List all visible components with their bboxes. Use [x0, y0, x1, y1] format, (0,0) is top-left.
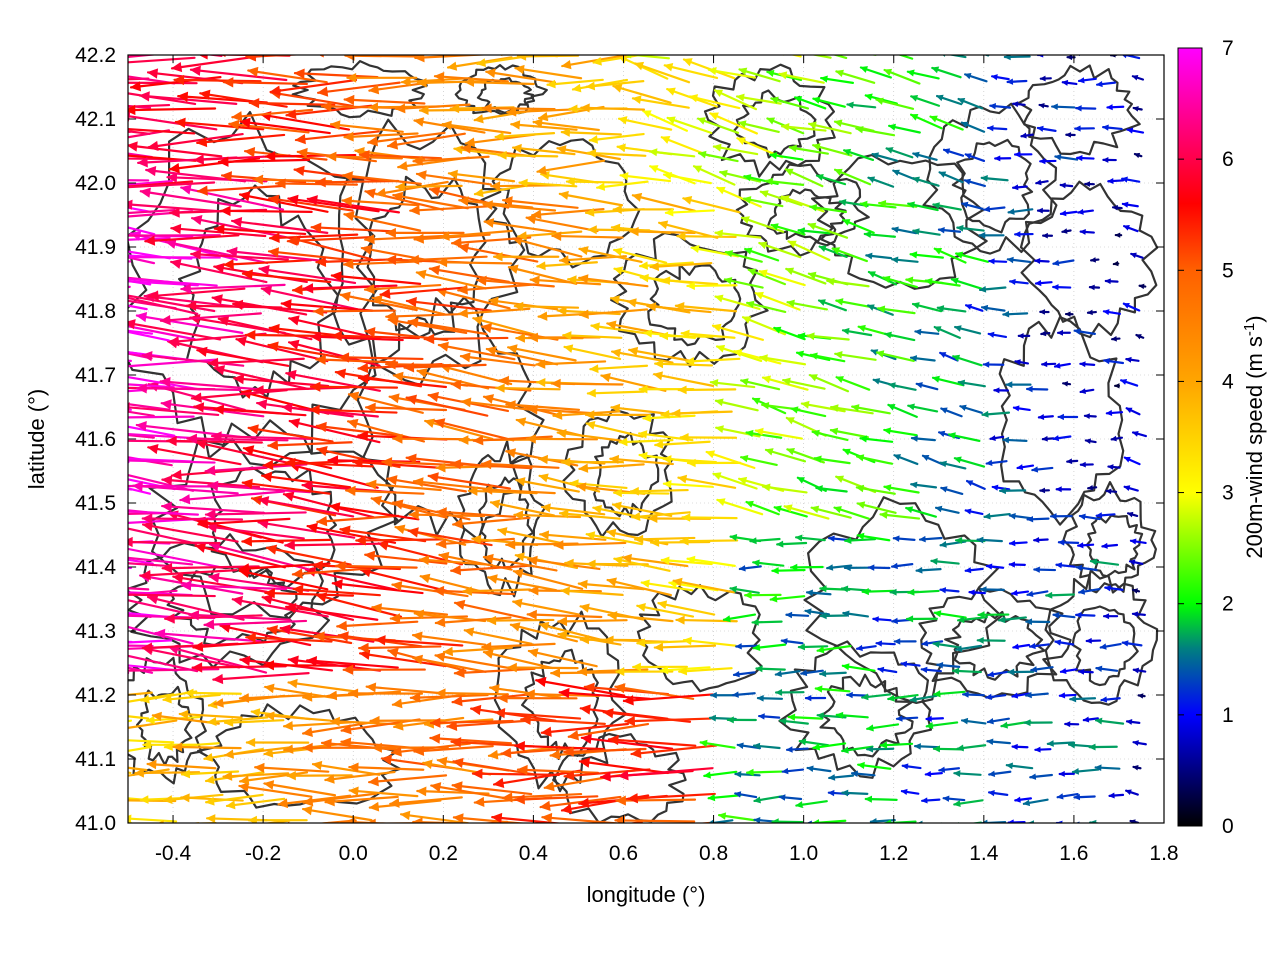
wind-vector — [289, 41, 374, 53]
wind-vector — [836, 826, 866, 833]
wind-vector — [914, 50, 935, 55]
wind-vector — [125, 41, 221, 56]
wind-vector — [83, 721, 131, 730]
x-tick-label: 1.2 — [879, 842, 908, 865]
wind-vector — [558, 822, 641, 838]
wind-vector — [25, 141, 127, 159]
y-axis-title: latitude (°) — [24, 389, 49, 490]
y-tick-label: 42.1 — [75, 108, 116, 131]
y-tick-label: 41.4 — [75, 556, 116, 579]
x-tick-label: 0.2 — [429, 842, 458, 865]
wind-vector — [632, 823, 713, 834]
colorbar-tick-label: 6 — [1222, 148, 1234, 171]
colorbar-tick-label: 0 — [1222, 815, 1234, 838]
wind-vector — [63, 797, 124, 804]
wind-vector — [738, 42, 784, 54]
colorbar-tick-label: 5 — [1222, 259, 1234, 282]
colorbar: 0 1 2 3 4 5 6 7 200m-wind speed (m s-1) — [1178, 37, 1267, 838]
colorbar-tick-label: 3 — [1222, 482, 1234, 505]
colorbar-title: 200m-wind speed (m s-1) — [1241, 315, 1267, 558]
x-tick-label: -0.4 — [155, 842, 192, 865]
x-tick-label: 0.6 — [609, 842, 638, 865]
wind-vector — [22, 668, 129, 677]
wind-vector — [488, 825, 561, 836]
x-tick-label: 0.8 — [699, 842, 728, 865]
wind-vector — [21, 519, 126, 541]
wind-vector — [154, 45, 241, 54]
wind-vector — [12, 209, 125, 236]
y-tick-label: 41.7 — [75, 364, 116, 387]
y-tick-label: 41.5 — [75, 492, 116, 515]
wind-vector — [172, 826, 240, 836]
wind-vector — [26, 608, 130, 617]
wind-vector — [697, 47, 740, 54]
colorbar-gradient — [1178, 48, 1202, 826]
wind-vector — [574, 825, 665, 834]
x-axis-title: longitude (°) — [587, 882, 706, 907]
wind-vector — [543, 48, 603, 55]
x-tick-label: 0.4 — [519, 842, 549, 865]
wind-vector — [270, 823, 330, 832]
y-tick-label: 41.3 — [75, 620, 116, 643]
wind-vector — [642, 41, 688, 53]
colorbar-tick-label: 2 — [1222, 593, 1234, 616]
x-tick-label: 0.0 — [339, 842, 368, 865]
wind-vector — [387, 38, 463, 53]
y-tick-label: 41.2 — [75, 684, 116, 707]
y-tick-label: 41.9 — [75, 236, 116, 259]
wind-vector — [19, 337, 127, 346]
wind-vector — [936, 823, 963, 828]
x-tick-label: 1.4 — [969, 842, 999, 865]
y-tick-label: 42.2 — [75, 44, 116, 67]
wind-vector — [994, 49, 1008, 53]
wind-vector — [964, 47, 988, 56]
wind-vector — [137, 823, 198, 833]
wind-vector — [526, 822, 605, 839]
wind-vector — [838, 47, 876, 55]
y-tick-label: 41.1 — [75, 748, 116, 771]
colorbar-tick-label: 4 — [1222, 370, 1234, 393]
x-tick-label: 1.0 — [789, 842, 818, 865]
colorbar-tick-label: 1 — [1222, 704, 1234, 727]
x-tick-label: 1.6 — [1059, 842, 1088, 865]
wind-vector — [22, 287, 129, 297]
y-tick-label: 41.8 — [75, 300, 116, 323]
y-tick-label: 41.0 — [75, 812, 116, 835]
x-tick-label: 1.8 — [1149, 842, 1178, 865]
wind-vector — [873, 47, 898, 52]
wind-vector — [18, 68, 125, 77]
y-tick-label: 42.0 — [75, 172, 116, 195]
colorbar-tick-label: 7 — [1222, 37, 1234, 60]
y-tick-label: 41.6 — [75, 428, 116, 451]
wind-vector — [371, 47, 446, 55]
wind-vector — [719, 40, 760, 53]
x-tick-label: -0.2 — [245, 842, 281, 865]
wind-vector — [673, 45, 714, 53]
wind-vector — [267, 42, 350, 55]
